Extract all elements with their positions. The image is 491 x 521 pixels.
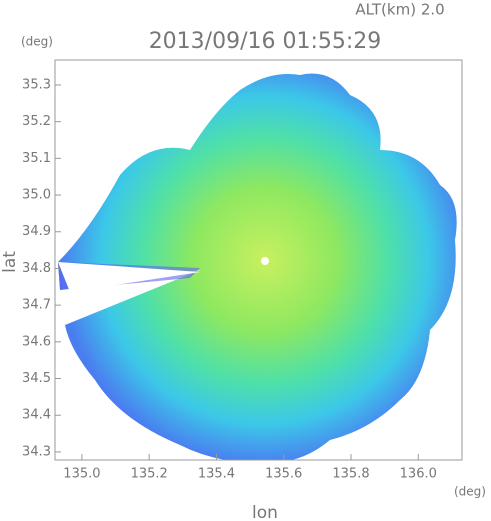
x-tick-label: 135.0 xyxy=(63,467,100,482)
y-tick-label: 34.5 xyxy=(22,371,51,386)
y-tick-label: 35.0 xyxy=(22,188,51,203)
y-tick-label: 34.6 xyxy=(22,334,51,349)
y-tick-label: 34.3 xyxy=(22,444,51,459)
y-axis-label: lat xyxy=(0,251,20,273)
y-tick-label: 34.4 xyxy=(22,408,51,423)
y-tick-label: 34.7 xyxy=(22,298,51,313)
x-tick-label: 136.0 xyxy=(400,467,437,482)
y-tick-label: 35.1 xyxy=(22,151,51,166)
plot-frame xyxy=(54,59,463,461)
y-tick-label: 34.8 xyxy=(22,261,51,276)
y-tick-label: 34.9 xyxy=(22,224,51,239)
y-tick-label: 35.2 xyxy=(22,114,51,129)
y-unit: (deg) xyxy=(21,35,53,49)
x-tick-label: 135.4 xyxy=(198,467,235,482)
y-tick-label: 35.3 xyxy=(22,77,51,92)
x-axis-label: lon xyxy=(252,503,278,521)
annotation: ALT(km) 2.0 xyxy=(355,1,444,19)
x-tick-label: 135.8 xyxy=(332,467,369,482)
chart-title: 2013/09/16 01:55:29 xyxy=(149,29,382,54)
radar-echo xyxy=(58,73,457,460)
x-tick-label: 135.2 xyxy=(131,467,168,482)
x-unit: (deg) xyxy=(454,485,486,499)
x-tick-label: 135.6 xyxy=(265,467,302,482)
